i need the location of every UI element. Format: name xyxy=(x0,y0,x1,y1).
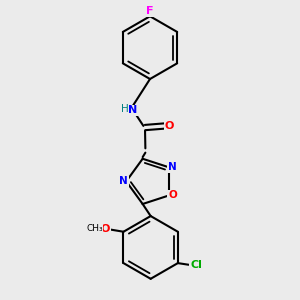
Text: O: O xyxy=(101,224,110,234)
Text: Cl: Cl xyxy=(190,260,202,270)
Text: N: N xyxy=(167,162,176,172)
Text: CH₃: CH₃ xyxy=(86,224,103,232)
Text: N: N xyxy=(128,105,137,116)
Text: O: O xyxy=(168,190,177,200)
Text: N: N xyxy=(119,176,128,186)
Text: H: H xyxy=(121,104,128,114)
Text: F: F xyxy=(146,6,154,16)
Text: O: O xyxy=(164,121,174,131)
